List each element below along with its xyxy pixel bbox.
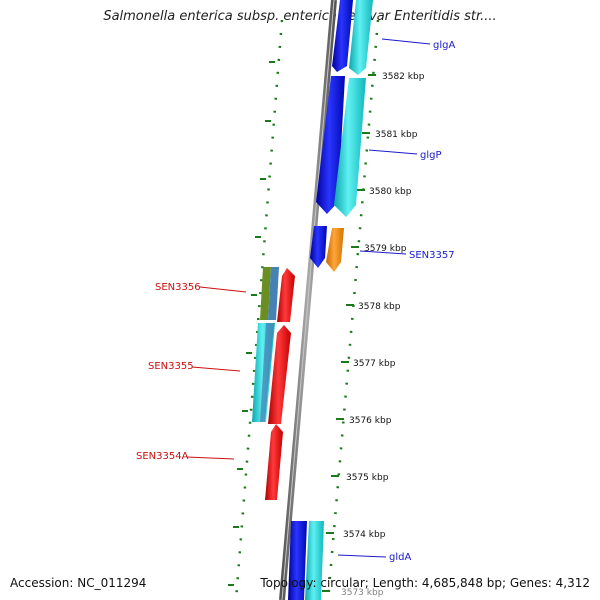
tick-label: 3576 kbp (349, 416, 392, 426)
tick-label: 3579 kbp (364, 244, 407, 254)
gene-label-glldA[interactable]: gldA (389, 552, 411, 563)
tick-labels: 3582 kbp 3581 kbp 3580 kbp 3579 kbp 3578… (341, 72, 425, 598)
right-leaders (337, 38, 431, 558)
glgP-gene[interactable] (316, 76, 366, 217)
tick-label: 3582 kbp (382, 72, 425, 82)
gene-label-glgP[interactable]: glgP (420, 150, 442, 161)
gene-label-SEN3356[interactable]: SEN3356 (155, 282, 201, 293)
accession-label: Accession: NC_011294 (10, 576, 147, 590)
left-leaders (186, 286, 247, 460)
tick-label: 3574 kbp (343, 530, 386, 540)
SEN3356-gene[interactable] (260, 267, 295, 322)
tick-label: 3573 kbp (341, 588, 384, 598)
tick-label: 3575 kbp (346, 473, 389, 483)
gene-label-SEN3354A[interactable]: SEN3354A (136, 451, 189, 462)
tick-label: 3580 kbp (369, 187, 412, 197)
map-title: Salmonella enterica subsp. enterica sero… (103, 9, 497, 24)
gene-label-glgA[interactable]: glgA (433, 40, 455, 51)
SEN3355-gene[interactable] (252, 323, 291, 424)
tick-marks-right (322, 74, 376, 592)
tick-label: 3577 kbp (353, 359, 396, 369)
SEN3357-gene[interactable] (310, 226, 344, 272)
glldA-gene[interactable] (288, 521, 324, 600)
gene-label-SEN3357[interactable]: SEN3357 (409, 250, 455, 261)
topology-summary: Topology: circular; Length: 4,685,848 bp… (260, 576, 590, 590)
tick-label: 3578 kbp (358, 302, 401, 312)
left-ticks (228, 61, 275, 586)
glgA-gene[interactable] (332, 0, 373, 75)
gene-label-SEN3355[interactable]: SEN3355 (148, 361, 194, 372)
tick-label: 3581 kbp (375, 130, 418, 140)
SEN3354A-gene[interactable] (265, 424, 283, 500)
